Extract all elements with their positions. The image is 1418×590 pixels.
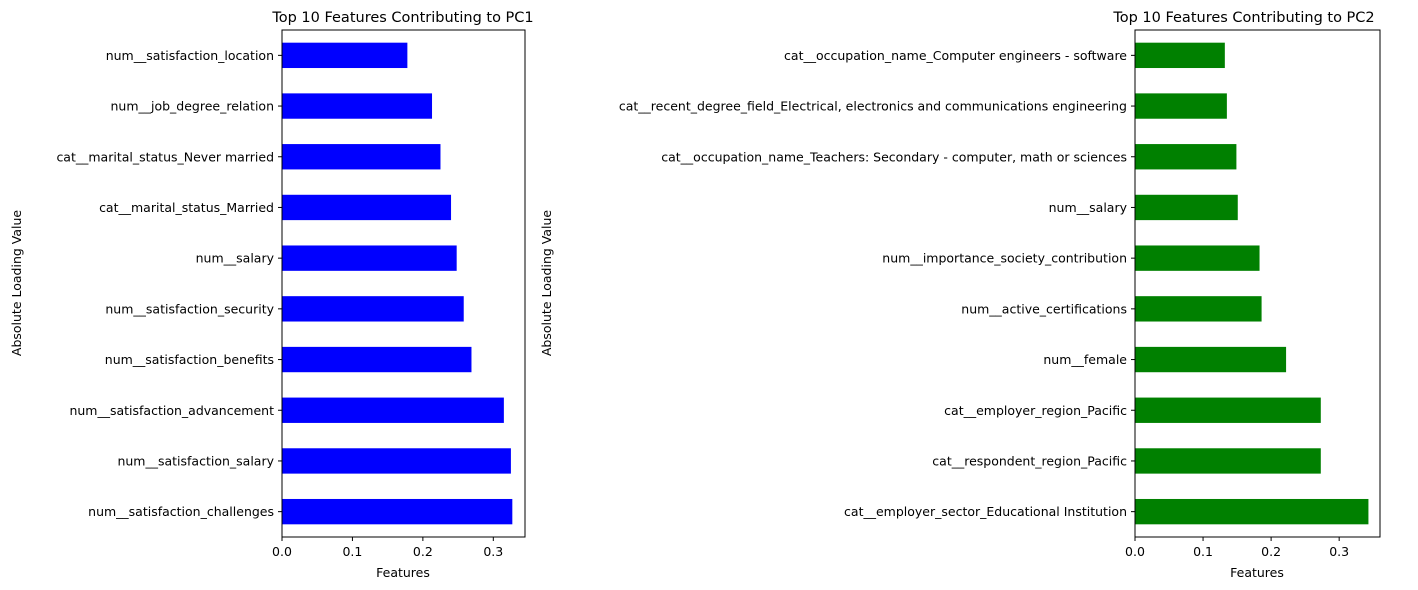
chart-pc1-bar	[282, 144, 441, 170]
chart-pc2-y-label: Absolute Loading Value	[539, 210, 554, 357]
chart-pc2-bar	[1135, 346, 1287, 373]
chart-pc2-bars	[1135, 42, 1369, 525]
chart-pc1-category-label: num__job_degree_relation	[110, 99, 274, 114]
chart-pc2-bar	[1135, 144, 1237, 170]
chart-pc2-category-label: cat__employer_sector_Educational Institu…	[844, 504, 1127, 519]
chart-pc2-bar	[1135, 42, 1225, 69]
chart-pc2-category-label: num__salary	[1049, 200, 1128, 215]
chart-pc2-category-label: cat__occupation_name_Teachers: Secondary…	[661, 149, 1127, 164]
chart-pc1-category-label: cat__marital_status_Never married	[56, 149, 274, 164]
chart-pc2-category-label: num__active_certifications	[961, 301, 1127, 316]
chart-pc2-category-label: cat__recent_degree_field_Electrical, ele…	[619, 99, 1127, 114]
chart-pc2-bar	[1135, 194, 1238, 221]
chart-pc1-category-label: num__satisfaction_location	[106, 48, 274, 63]
chart-pc1-bar	[282, 93, 433, 119]
chart-pc1-plot-frame	[281, 29, 526, 538]
chart-pc1-category-labels: num__satisfaction_challenges num__satisfa…	[56, 48, 282, 519]
chart-pc1-category-label: num__satisfaction_challenges	[88, 504, 274, 519]
chart-pc2-category-labels: cat__employer_sector_Educational Institu…	[619, 48, 1135, 519]
chart-pc2-x-tick-label: 0.3	[1329, 544, 1349, 559]
chart-pc2-title: Top 10 Features Contributing to PC2	[1112, 10, 1374, 26]
chart-pc1-x-tick-label: 0.1	[342, 544, 362, 559]
chart-pc2-bar	[1135, 397, 1321, 423]
chart-pc2-bar	[1135, 498, 1369, 525]
chart-pc1-bar	[282, 397, 504, 423]
chart-pc2-bar	[1135, 448, 1321, 474]
chart-pc1-x-tick-label: 0.2	[413, 544, 433, 559]
chart-pc1-bar	[282, 194, 452, 221]
chart-pc1-bar	[282, 448, 511, 474]
chart-pc1-y-label: Absolute Loading Value	[9, 210, 24, 357]
chart-pc2-x-tick-label: 0.0	[1125, 544, 1145, 559]
chart-pc2-category-label: num__female	[1043, 352, 1127, 367]
chart-pc2-category-label: num__importance_society_contribution	[882, 251, 1127, 266]
chart-pc2-x-label: Features	[1230, 565, 1284, 580]
chart-pc1-bar	[282, 498, 513, 525]
chart-pc1: Top 10 Features Contributing to PC1 num_…	[9, 10, 534, 580]
chart-pc2-x-ticks: 0.0 0.1 0.2 0.3	[1125, 537, 1349, 559]
chart-pc2-category-label: cat__occupation_name_Computer engineers …	[784, 48, 1127, 63]
chart-pc2-category-label: cat__employer_region_Pacific	[944, 403, 1127, 418]
chart-pc1-x-tick-label: 0.3	[483, 544, 503, 559]
chart-pc1-category-label: num__satisfaction_benefits	[105, 352, 274, 367]
chart-pc1-bar	[282, 245, 457, 271]
chart-pc1-category-label: num__satisfaction_salary	[117, 453, 274, 468]
chart-pc1-bar	[282, 346, 472, 373]
chart-pc1-x-ticks: 0.0 0.1 0.2 0.3	[272, 537, 503, 559]
chart-pc2-bar	[1135, 93, 1227, 119]
chart-pc2-bar	[1135, 296, 1262, 322]
chart-pc1-x-label: Features	[376, 565, 430, 580]
chart-pc2-x-tick-label: 0.2	[1261, 544, 1281, 559]
chart-pc1-category-label: num__satisfaction_security	[105, 301, 274, 316]
chart-pc2: Top 10 Features Contributing to PC2 cat_…	[539, 10, 1381, 580]
chart-pc1-category-label: num__salary	[196, 251, 275, 266]
chart-pc1-x-tick-label: 0.0	[272, 544, 292, 559]
chart-pc2-category-label: cat__respondent_region_Pacific	[932, 453, 1127, 468]
chart-pc1-title: Top 10 Features Contributing to PC1	[271, 10, 533, 26]
chart-pc1-bar	[282, 42, 408, 69]
chart-pc2-x-tick-label: 0.1	[1193, 544, 1213, 559]
chart-pc2-bar	[1135, 245, 1260, 271]
chart-pc2-plot-frame	[1134, 29, 1381, 538]
chart-pc1-category-label: num__satisfaction_advancement	[69, 403, 274, 418]
chart-pc1-category-label: cat__marital_status_Married	[99, 200, 274, 215]
chart-pc1-bars	[282, 42, 513, 525]
chart-pc1-bar	[282, 296, 464, 322]
